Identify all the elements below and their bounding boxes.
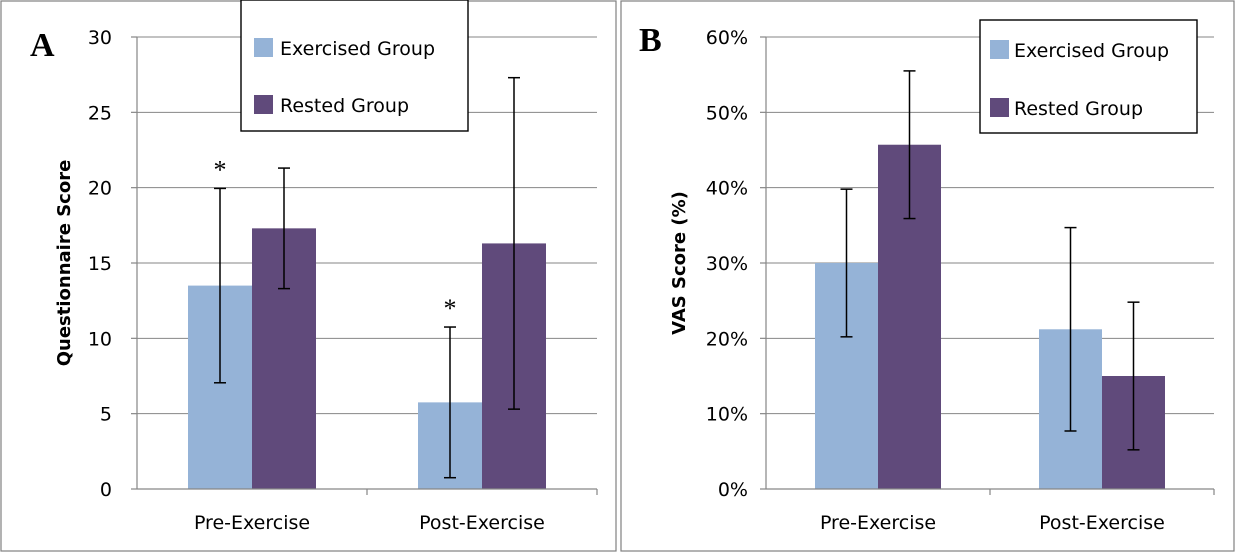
x-tick-label: Post-Exercise <box>1039 512 1165 534</box>
panel-a-x-tick-labels: Pre-Exercise Post-Exercise <box>194 512 545 534</box>
legend-swatch-exercised <box>990 40 1009 59</box>
legend-label-rested: Rested Group <box>280 95 409 117</box>
y-tick-label: 10% <box>706 404 748 426</box>
y-tick-label: 50% <box>706 102 748 124</box>
y-tick-label: 5 <box>100 404 112 426</box>
legend-label-exercised: Exercised Group <box>280 38 435 60</box>
panel-a-y-tick-labels: 0 5 10 15 20 25 30 <box>88 27 112 501</box>
significance-marker: * <box>214 155 227 184</box>
x-tick-label: Pre-Exercise <box>194 512 310 534</box>
y-tick-label: 15 <box>88 253 112 275</box>
panel-a: A 0 5 10 15 20 25 30 Pre-Exercise Post-Exercise… <box>0 0 617 552</box>
legend-label-exercised: Exercised Group <box>1014 40 1169 62</box>
panel-a-legend-box <box>240 0 469 132</box>
x-tick-label: Post-Exercise <box>419 512 545 534</box>
panel-b-x-tick-labels: Pre-Exercise Post-Exercise <box>820 512 1165 534</box>
significance-marker: * <box>444 294 457 323</box>
y-tick-label: 60% <box>706 27 748 49</box>
panel-b-legend: Exercised Group Rested Group <box>979 19 1198 134</box>
y-tick-label: 25 <box>88 102 112 124</box>
panel-a-bars <box>188 228 546 489</box>
panel-a-legend: Exercised Group Rested Group <box>240 0 469 132</box>
panel-b-error-bars <box>840 70 1140 451</box>
y-tick-label: 0 <box>100 479 112 501</box>
legend-swatch-rested <box>990 98 1009 117</box>
y-tick-label: 30% <box>706 253 748 275</box>
legend-swatch-exercised <box>254 38 273 57</box>
y-tick-label: 20% <box>706 328 748 350</box>
panel-a-y-axis-label: Questionnaire Score <box>54 160 75 367</box>
x-tick-label: Pre-Exercise <box>820 512 936 534</box>
panel-b-border <box>620 0 1235 552</box>
panel-a-label: A <box>30 27 55 64</box>
panel-b-y-tick-labels: 0% 10% 20% 30% 40% 50% 60% <box>706 27 748 501</box>
panel-b-bars <box>815 144 1165 489</box>
y-tick-label: 30 <box>88 27 112 49</box>
y-tick-label: 20 <box>88 178 112 200</box>
panel-a-error-bars <box>214 76 520 479</box>
panel-a-annotations: ** <box>214 155 457 323</box>
y-tick-label: 40% <box>706 178 748 200</box>
legend-label-rested: Rested Group <box>1014 98 1143 120</box>
panel-b-label: B <box>639 22 662 59</box>
panel-b: B 0% 10% 20% 30% 40% 50% 60% Pre-Exercise Post-… <box>620 0 1235 552</box>
legend-swatch-rested <box>254 95 273 114</box>
y-tick-label: 0% <box>718 479 748 501</box>
y-tick-label: 10 <box>88 328 112 350</box>
panel-b-legend-box <box>979 19 1198 134</box>
panel-b-y-axis-label: VAS Score (%) <box>669 191 690 335</box>
